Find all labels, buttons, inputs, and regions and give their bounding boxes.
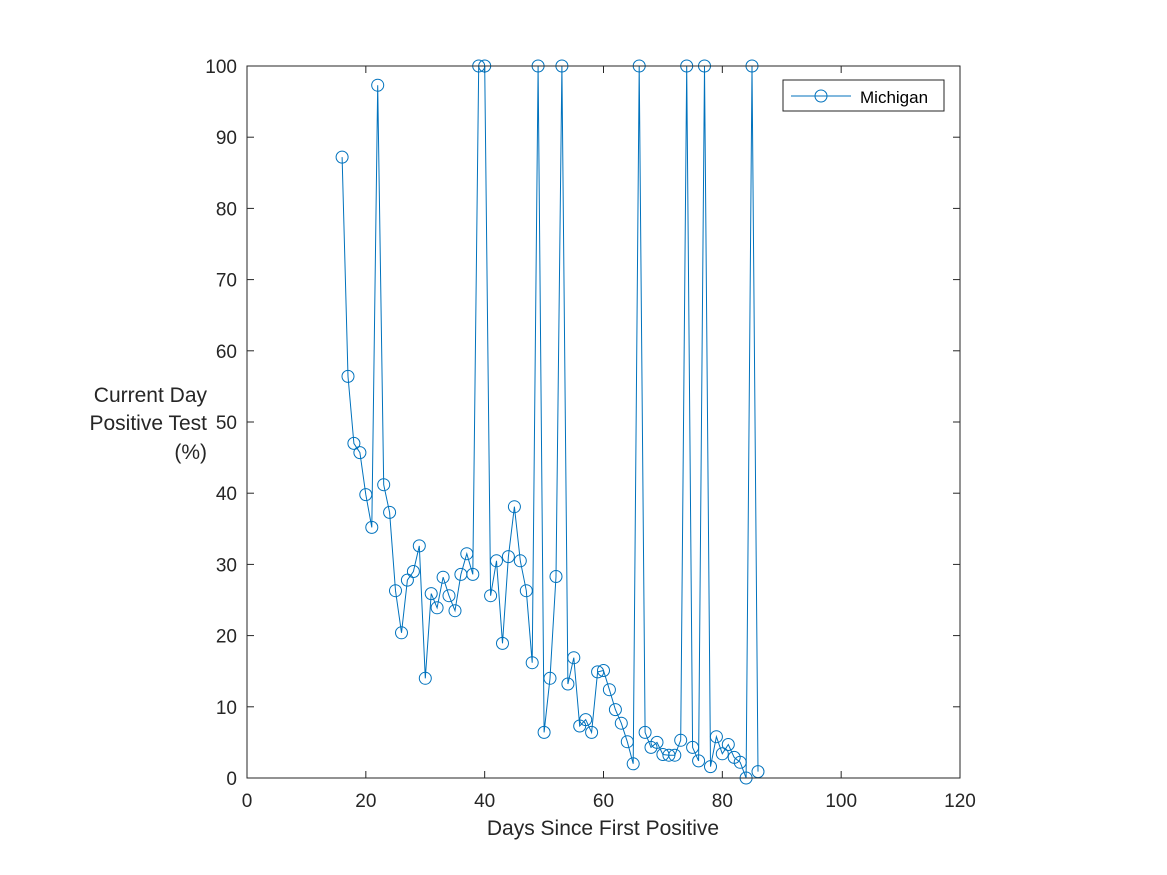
data-point (335, 150, 349, 164)
data-point (704, 760, 717, 774)
data-point (715, 747, 729, 761)
data-point (365, 520, 379, 534)
data-point (668, 748, 682, 762)
x-tick-label: 40 (474, 791, 495, 812)
data-point (513, 554, 527, 568)
data-point (567, 651, 581, 665)
data-point (484, 589, 498, 603)
series-line (341, 65, 759, 779)
x-tick-label: 100 (825, 791, 857, 812)
data-point (496, 636, 509, 650)
data-point (436, 570, 450, 584)
axis-tick-labels: 0 20 40 60 80 100 120 0 10 20 30 40 50 60 70 80 90 100 (205, 57, 976, 812)
y-tick-label: 10 (216, 698, 237, 719)
axes-box (246, 65, 961, 779)
data-point (430, 601, 444, 615)
data-point (400, 573, 414, 587)
data-point (692, 754, 706, 768)
data-point (608, 703, 622, 717)
data-point (466, 567, 480, 581)
data-point (549, 570, 563, 583)
data-point (507, 500, 521, 514)
data-point (709, 730, 723, 744)
y-tick-label: 40 (216, 484, 237, 505)
data-point (561, 677, 575, 691)
data-point (591, 665, 605, 679)
data-point (650, 735, 664, 749)
data-point (525, 656, 539, 670)
data-point (347, 436, 361, 450)
data-point (537, 725, 551, 739)
legend: Michigan (782, 79, 945, 112)
y-axis-title: Current Day Positive Test (%) (90, 384, 208, 464)
data-point (418, 671, 432, 685)
data-point (674, 733, 688, 747)
y-axis-title-line-3: (%) (174, 441, 207, 464)
data-point (585, 725, 599, 739)
data-point (424, 587, 438, 601)
data-point (377, 478, 391, 492)
data-point (341, 369, 355, 383)
y-tick-label: 70 (216, 271, 237, 292)
x-tick-label: 20 (355, 791, 376, 812)
x-tick-label: 120 (944, 791, 976, 812)
data-point (383, 505, 397, 519)
data-point (638, 725, 652, 739)
y-axis-title-line-1: Current Day (94, 384, 208, 407)
data-point (448, 604, 462, 618)
series-markers (335, 59, 765, 785)
data-point (359, 488, 373, 502)
x-tick-label: 0 (242, 791, 253, 812)
y-tick-label: 20 (216, 627, 237, 648)
data-point (395, 626, 408, 640)
data-point (721, 738, 735, 751)
legend-label-michigan: Michigan (860, 88, 928, 107)
data-point (626, 757, 640, 771)
data-point (460, 547, 474, 561)
data-point (412, 539, 426, 553)
y-tick-label: 80 (216, 199, 237, 220)
data-point (353, 446, 367, 460)
data-point (519, 584, 533, 598)
data-point (371, 78, 385, 92)
data-point (543, 671, 557, 685)
legend-box (782, 79, 945, 112)
y-axis-title-line-2: Positive Test (90, 412, 208, 435)
y-tick-label: 90 (216, 128, 237, 149)
y-tick-label: 60 (216, 342, 237, 363)
data-point (686, 740, 700, 754)
y-tick-label: 100 (205, 57, 237, 78)
data-point (579, 713, 593, 727)
data-point (620, 735, 634, 749)
series-michigan (335, 59, 765, 785)
data-point (406, 565, 420, 578)
legend-marker-sample (814, 89, 828, 103)
data-point (501, 550, 515, 564)
x-tick-label: 80 (712, 791, 733, 812)
y-tick-label: 0 (226, 769, 237, 790)
data-point (597, 664, 610, 677)
y-tick-label: 30 (216, 555, 237, 576)
x-axis-title: Days Since First Positive (487, 817, 719, 840)
x-tick-label: 60 (593, 791, 614, 812)
data-point (662, 748, 676, 762)
data-point (490, 554, 503, 568)
data-point (614, 716, 628, 730)
data-point (442, 589, 456, 603)
data-point (733, 755, 747, 769)
data-point (602, 683, 616, 697)
plot-area (247, 66, 960, 778)
data-point (389, 584, 402, 598)
y-tick-label: 50 (216, 413, 237, 434)
